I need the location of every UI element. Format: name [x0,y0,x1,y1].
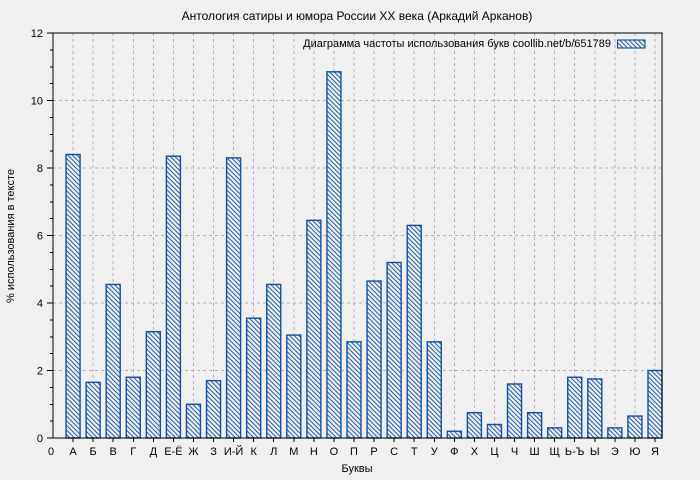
bar-З [205,379,222,439]
bar-Ш [526,411,543,439]
bar-Е-Ё [165,155,182,439]
axis-tick-labels: 0 2 4 6 8 10 12 А Б В Г Д Е-Ё Ж З И-Й К Л М Н О П Р С Т У Ф Х Ц Ч Ш Щ Ь-… [31,28,659,458]
x-tick-label: Д [150,446,158,458]
x-tick-label: У [431,446,439,458]
y-axis-label: % использования в тексте [5,169,17,303]
bar-В [105,283,121,439]
x-tick-label: Я [651,446,659,458]
x-tick-label: П [350,446,358,458]
bar-Ы [587,378,603,439]
bar-Ч [506,383,523,439]
y-tick-label: 6 [37,231,43,243]
x-axis-label: Буквы [341,463,372,475]
y-tick-label: 8 [37,163,43,175]
axis-ticks [47,32,656,442]
x-tick-label: Ч [511,446,518,458]
x-tick-label: А [69,446,77,458]
x-tick-label: Л [270,446,277,458]
bar-К [245,317,262,439]
bar-Э [607,427,623,439]
bar-Д [145,330,162,439]
x-origin-label: 0 [48,446,54,458]
bar-Р [366,280,382,439]
bar-М [286,334,302,439]
bar-Ц [486,423,503,439]
bar-Ж [185,403,202,439]
bars-group [65,71,663,439]
legend-label: Диаграмма частоты использования букв coo… [303,38,611,50]
y-tick-label: 2 [37,366,43,378]
bar-Ь-Ъ [567,376,583,439]
x-tick-label: И-Й [224,445,243,458]
bar-Л [266,283,282,439]
x-tick-label: Э [611,446,619,458]
x-tick-label: В [110,446,117,458]
x-tick-label: З [210,446,217,458]
bar-Щ [546,427,563,439]
bar-У [426,341,442,439]
bar-А [65,153,81,439]
x-tick-label: Ь-Ъ [565,446,585,458]
bar-О [326,71,342,439]
x-tick-label: Ф [450,446,458,458]
x-tick-label: Г [130,446,136,458]
x-tick-label: С [390,446,398,458]
x-tick-label: М [289,446,298,458]
y-tick-label: 0 [37,433,43,445]
bar-Н [306,219,322,439]
bar-Т [406,224,422,439]
x-tick-label: Н [310,446,318,458]
legend-swatch-icon [616,39,646,49]
x-tick-label: Х [471,446,479,458]
x-tick-label: Т [411,446,418,458]
bar-Б [85,381,101,439]
x-tick-label: О [330,446,339,458]
bar-Ф [446,430,463,439]
x-tick-label: Ю [629,446,640,458]
x-tick-label: Ы [590,446,600,458]
x-tick-label: Ш [530,446,540,458]
y-tick-label: 10 [31,96,43,108]
bar-Ю [627,415,643,439]
bar-И-Й [225,157,242,439]
bar-Г [125,376,141,439]
x-tick-label: Б [90,446,97,458]
x-tick-label: Щ [550,446,560,458]
x-tick-label: Ж [188,446,198,458]
bar-П [346,341,362,439]
x-tick-label: К [250,446,257,458]
x-tick-label: Е-Ё [164,446,182,458]
x-tick-label: Ц [490,446,498,458]
y-tick-label: 12 [31,28,43,40]
chart-title: Антология сатиры и юмора России XX века … [182,9,533,23]
bar-С [386,261,402,439]
bar-Я [647,369,663,439]
x-tick-label: Р [370,446,377,458]
bar-Х [466,411,483,439]
y-tick-label: 4 [37,298,43,310]
